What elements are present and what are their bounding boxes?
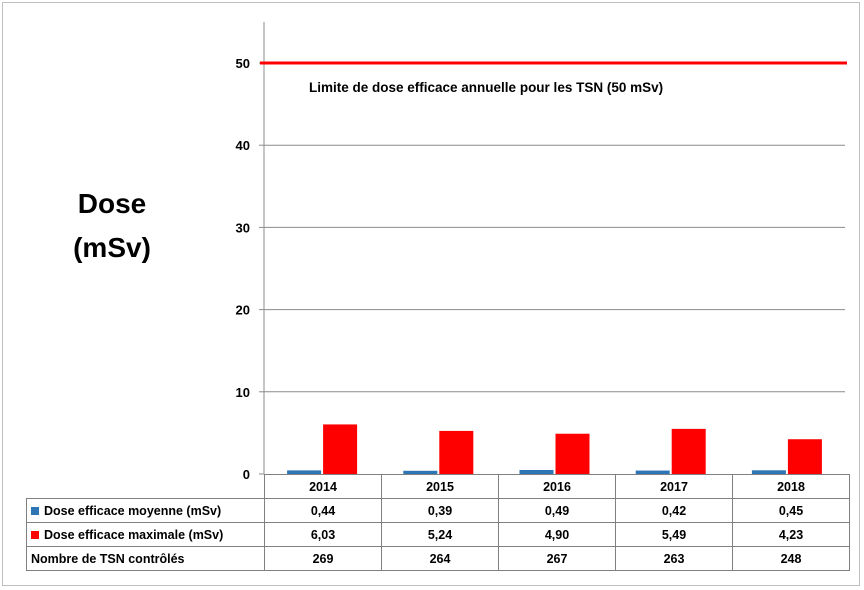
- data-label: 4,23: [732, 522, 850, 547]
- category-label: 2018: [732, 474, 850, 499]
- data-label: 269: [264, 546, 382, 571]
- series-name: Dose efficace maximale (mSv): [44, 527, 224, 542]
- y-axis-label-line1: Dose: [77, 188, 147, 219]
- bar-moyenne: [635, 470, 670, 474]
- y-tick-label: 30: [236, 220, 250, 235]
- bar-moyenne: [751, 470, 786, 474]
- table-corner: [26, 474, 265, 499]
- data-label: 0,44: [264, 498, 382, 523]
- data-label: 0,49: [498, 498, 616, 523]
- bar-maximale: [439, 430, 474, 474]
- table-row-maximale: Dose efficace maximale (mSv) 6,03 5,24 4…: [26, 522, 850, 547]
- bar-maximale: [787, 439, 822, 474]
- bar-maximale: [671, 428, 706, 474]
- table-row-moyenne: Dose efficace moyenne (mSv) 0,44 0,39 0,…: [26, 498, 850, 523]
- row-label: Nombre de TSN contrôlés: [26, 546, 265, 571]
- legend-key-blue: [31, 506, 39, 515]
- category-label: 2014: [264, 474, 382, 499]
- legend-entry-maximale: Dose efficace maximale (mSv): [26, 522, 265, 547]
- data-label: 4,90: [498, 522, 616, 547]
- y-tick-label: 20: [236, 303, 250, 318]
- bar-moyenne: [519, 469, 554, 474]
- bar-maximale: [555, 433, 590, 474]
- category-label: 2015: [381, 474, 499, 499]
- y-tick-label: 50: [236, 56, 250, 71]
- table-row-nombre: Nombre de TSN contrôlés 269 264 267 263 …: [26, 546, 850, 571]
- legend-key-red: [31, 530, 39, 539]
- data-label: 264: [381, 546, 499, 571]
- y-tick-label: 10: [236, 385, 250, 400]
- data-label: 5,49: [615, 522, 733, 547]
- data-label: 0,45: [732, 498, 850, 523]
- reference-line-label: Limite de dose efficace annuelle pour le…: [309, 80, 663, 95]
- category-label: 2016: [498, 474, 616, 499]
- bar-moyenne: [403, 470, 438, 474]
- bar-maximale: [323, 424, 358, 474]
- data-label: 263: [615, 546, 733, 571]
- y-axis-label-line2: (mSv): [73, 232, 151, 263]
- data-label: 5,24: [381, 522, 499, 547]
- category-label: 2017: [615, 474, 733, 499]
- legend-entry-moyenne: Dose efficace moyenne (mSv): [26, 498, 265, 523]
- data-table: 2014 2015 2016 2017 2018 Dose efficace m…: [26, 474, 850, 571]
- y-tick-label: 40: [236, 138, 250, 153]
- data-label: 248: [732, 546, 850, 571]
- data-label: 267: [498, 546, 616, 571]
- data-label: 0,39: [381, 498, 499, 523]
- data-label: 0,42: [615, 498, 733, 523]
- data-label: 6,03: [264, 522, 382, 547]
- bar-moyenne: [287, 470, 322, 474]
- series-name: Dose efficace moyenne (mSv): [44, 503, 222, 518]
- table-header-row: 2014 2015 2016 2017 2018: [26, 474, 850, 499]
